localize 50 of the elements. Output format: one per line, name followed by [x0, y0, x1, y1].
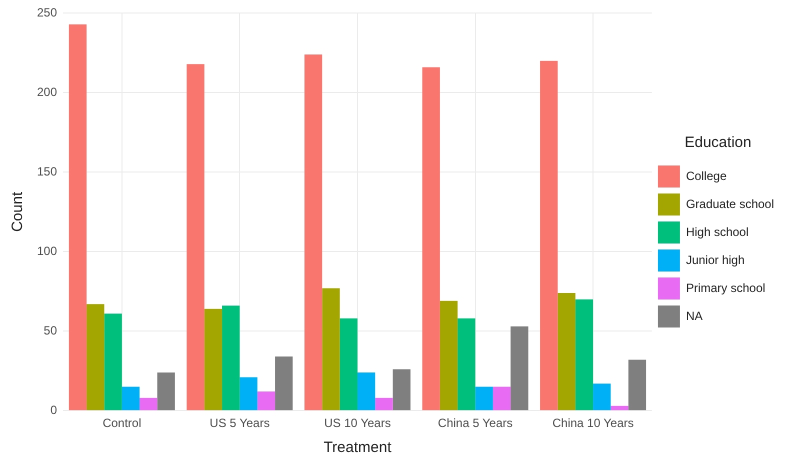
bar — [458, 318, 476, 410]
y-tick-label: 0 — [50, 402, 58, 417]
bar — [122, 386, 140, 410]
x-axis-title: Treatment — [324, 439, 392, 456]
bar — [322, 288, 340, 410]
bar — [340, 318, 358, 410]
bar — [68, 24, 87, 410]
bar — [610, 406, 628, 410]
bar — [475, 386, 493, 410]
bar — [304, 54, 322, 410]
legend-label: Primary school — [686, 280, 766, 295]
bar — [558, 292, 576, 410]
y-tick-label: 150 — [36, 164, 58, 178]
legend-label: College — [686, 168, 727, 183]
y-tick-label: 50 — [44, 323, 58, 338]
bar — [86, 304, 104, 410]
bar — [510, 326, 528, 410]
y-tick-label: 250 — [36, 6, 58, 20]
x-tick-label: US 5 Years — [210, 416, 270, 430]
x-tick-label: Control — [102, 416, 142, 430]
legend-label: Junior high — [686, 252, 745, 267]
bar — [375, 398, 393, 410]
bar — [186, 64, 204, 410]
x-tick-label: China 10 Years — [552, 416, 634, 430]
legend-label: High school — [686, 224, 749, 239]
legend-label: NA — [686, 308, 703, 323]
x-tick-label: US 10 Years — [324, 416, 391, 430]
bar — [628, 360, 646, 410]
x-tick-label: China 5 Years — [438, 416, 513, 430]
bar — [540, 60, 558, 410]
bar — [275, 356, 293, 410]
y-axis-title: Count — [9, 191, 26, 232]
bar — [140, 398, 158, 410]
bar — [392, 369, 410, 410]
bar — [104, 314, 122, 410]
bar — [492, 386, 511, 410]
bar — [204, 308, 222, 410]
legend-title: Education — [684, 134, 752, 152]
bar — [575, 299, 594, 410]
bar — [440, 300, 458, 410]
bar — [593, 384, 611, 410]
bar — [257, 392, 276, 410]
bar — [240, 377, 258, 410]
bar — [422, 67, 440, 410]
bar — [357, 372, 376, 410]
bar — [157, 372, 175, 410]
y-tick-label: 200 — [36, 84, 58, 99]
y-tick-label: 100 — [36, 244, 58, 258]
legend-label: Graduate school — [686, 196, 774, 211]
bar — [222, 306, 240, 410]
